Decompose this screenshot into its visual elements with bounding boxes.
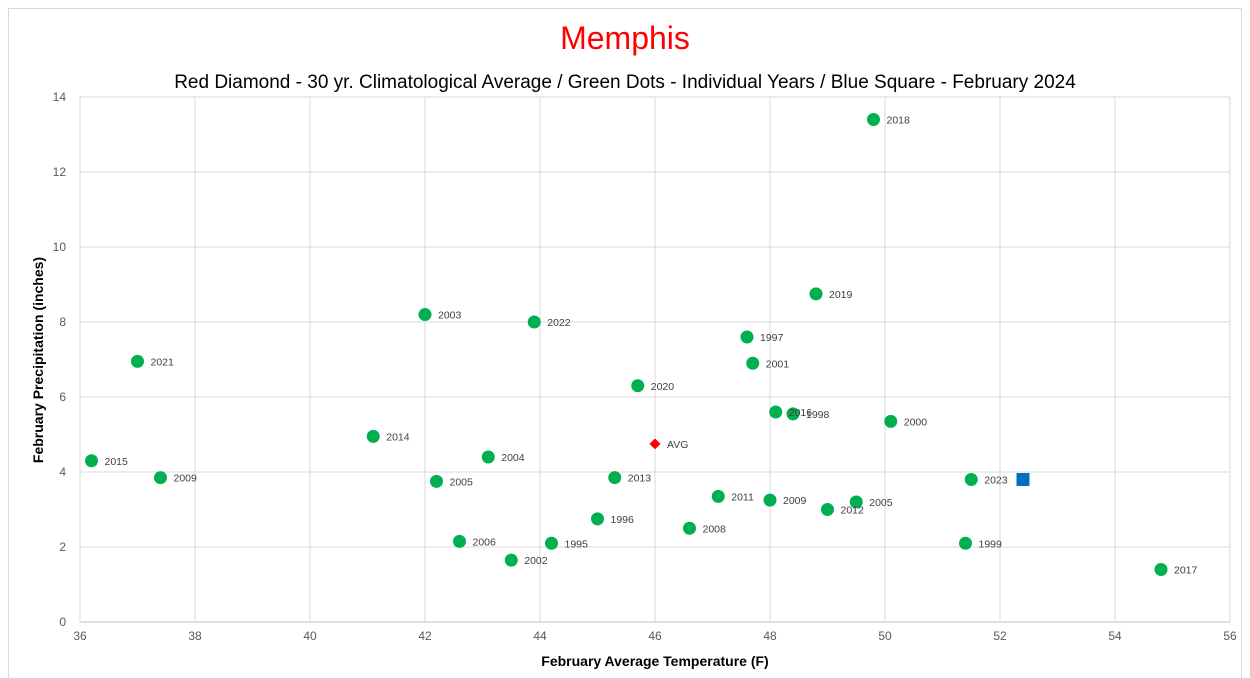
x-tick-label: 40 — [303, 629, 317, 643]
x-tick-label: 54 — [1108, 629, 1122, 643]
y-axis-title: February Precipitation (inches) — [30, 257, 46, 463]
x-axis-title: February Average Temperature (F) — [541, 653, 768, 669]
year-point — [769, 405, 783, 419]
year-point — [763, 493, 777, 507]
year-point — [545, 536, 558, 550]
y-tick-label: 0 — [59, 615, 66, 629]
year-point — [430, 474, 443, 488]
year-point — [849, 495, 863, 509]
point-label: 1999 — [979, 538, 1003, 550]
point-label: 2017 — [1174, 565, 1198, 577]
point-label: 2005 — [450, 476, 474, 488]
point-label: 2011 — [731, 491, 754, 503]
gridlines — [79, 96, 1231, 623]
point-label: 1998 — [806, 409, 830, 421]
point-label: 2000 — [904, 416, 928, 428]
year-point — [959, 536, 972, 550]
chart-frame — [8, 8, 1242, 678]
point-label: 2015 — [105, 456, 129, 468]
point-label: 2002 — [524, 555, 548, 567]
x-tick-label: 46 — [648, 629, 662, 643]
year-point — [591, 512, 604, 526]
year-point — [131, 354, 144, 368]
year-point — [608, 471, 622, 485]
point-label: 2006 — [473, 536, 497, 548]
point-label: 2016 — [789, 407, 813, 419]
year-point — [85, 454, 98, 468]
y-tick-label: 8 — [59, 315, 66, 329]
point-label: 2019 — [829, 289, 853, 301]
x-tick-label: 50 — [878, 629, 892, 643]
x-tick-label: 38 — [188, 629, 202, 643]
average-point — [649, 438, 661, 450]
point-label: 2013 — [628, 473, 652, 485]
year-point — [504, 553, 518, 567]
point-labels: 2018 2019 2003 2022 1997 2021 2001 2020 20161998… — [105, 115, 1198, 577]
year-point — [809, 287, 823, 301]
point-label: 2003 — [438, 310, 462, 322]
year-point — [711, 489, 725, 503]
point-label: AVG — [667, 439, 688, 451]
year-point — [418, 308, 432, 321]
point-label: 2020 — [651, 381, 675, 393]
point-label: 2008 — [703, 523, 727, 535]
year-point — [740, 330, 754, 344]
point-label: 2014 — [386, 431, 410, 443]
point-label: 2005 — [869, 497, 893, 509]
point-label: 2012 — [841, 505, 865, 517]
year-point — [481, 450, 495, 464]
point-label: 2009 — [174, 473, 198, 485]
point-label: 2009 — [783, 495, 807, 507]
x-tick-label: 52 — [993, 629, 1007, 643]
point-label: 2001 — [766, 358, 790, 370]
point-label: 1995 — [565, 538, 589, 550]
x-tick-label: 48 — [763, 629, 777, 643]
year-point — [154, 471, 167, 485]
point-label: 1996 — [611, 514, 635, 526]
year-point — [964, 473, 978, 486]
y-tick-label: 6 — [59, 390, 66, 404]
year-point — [683, 521, 696, 535]
year-point — [453, 534, 466, 548]
chart-title: Memphis — [560, 20, 690, 56]
y-tick-label: 14 — [53, 90, 67, 104]
point-label: 2004 — [501, 452, 525, 464]
year-point — [527, 315, 541, 329]
point-label: 2018 — [887, 115, 911, 127]
point-label: 1997 — [760, 332, 784, 344]
point-label: 2021 — [151, 356, 175, 368]
y-tick-label: 10 — [53, 240, 67, 254]
year-point — [366, 429, 380, 443]
x-tick-label: 44 — [533, 629, 547, 643]
x-tick-label: 42 — [418, 629, 432, 643]
year-point — [867, 113, 880, 126]
x-tick-label: 36 — [73, 629, 87, 643]
point-label: 2023 — [984, 475, 1008, 487]
year-point — [631, 379, 645, 393]
year-point — [786, 407, 800, 421]
data-points — [85, 113, 1168, 576]
y-tick-label: 12 — [53, 165, 67, 179]
year-point — [746, 356, 760, 370]
x-tick-label: 56 — [1223, 629, 1237, 643]
chart-subtitle: Red Diamond - 30 yr. Climatological Aver… — [174, 72, 1076, 93]
y-tick-label: 4 — [59, 465, 66, 479]
year-point — [1154, 563, 1168, 576]
y-tick-label: 2 — [59, 540, 66, 554]
current-year-point — [1016, 473, 1030, 486]
year-point — [821, 503, 834, 516]
year-point — [884, 414, 898, 428]
point-label: 2022 — [547, 317, 571, 329]
